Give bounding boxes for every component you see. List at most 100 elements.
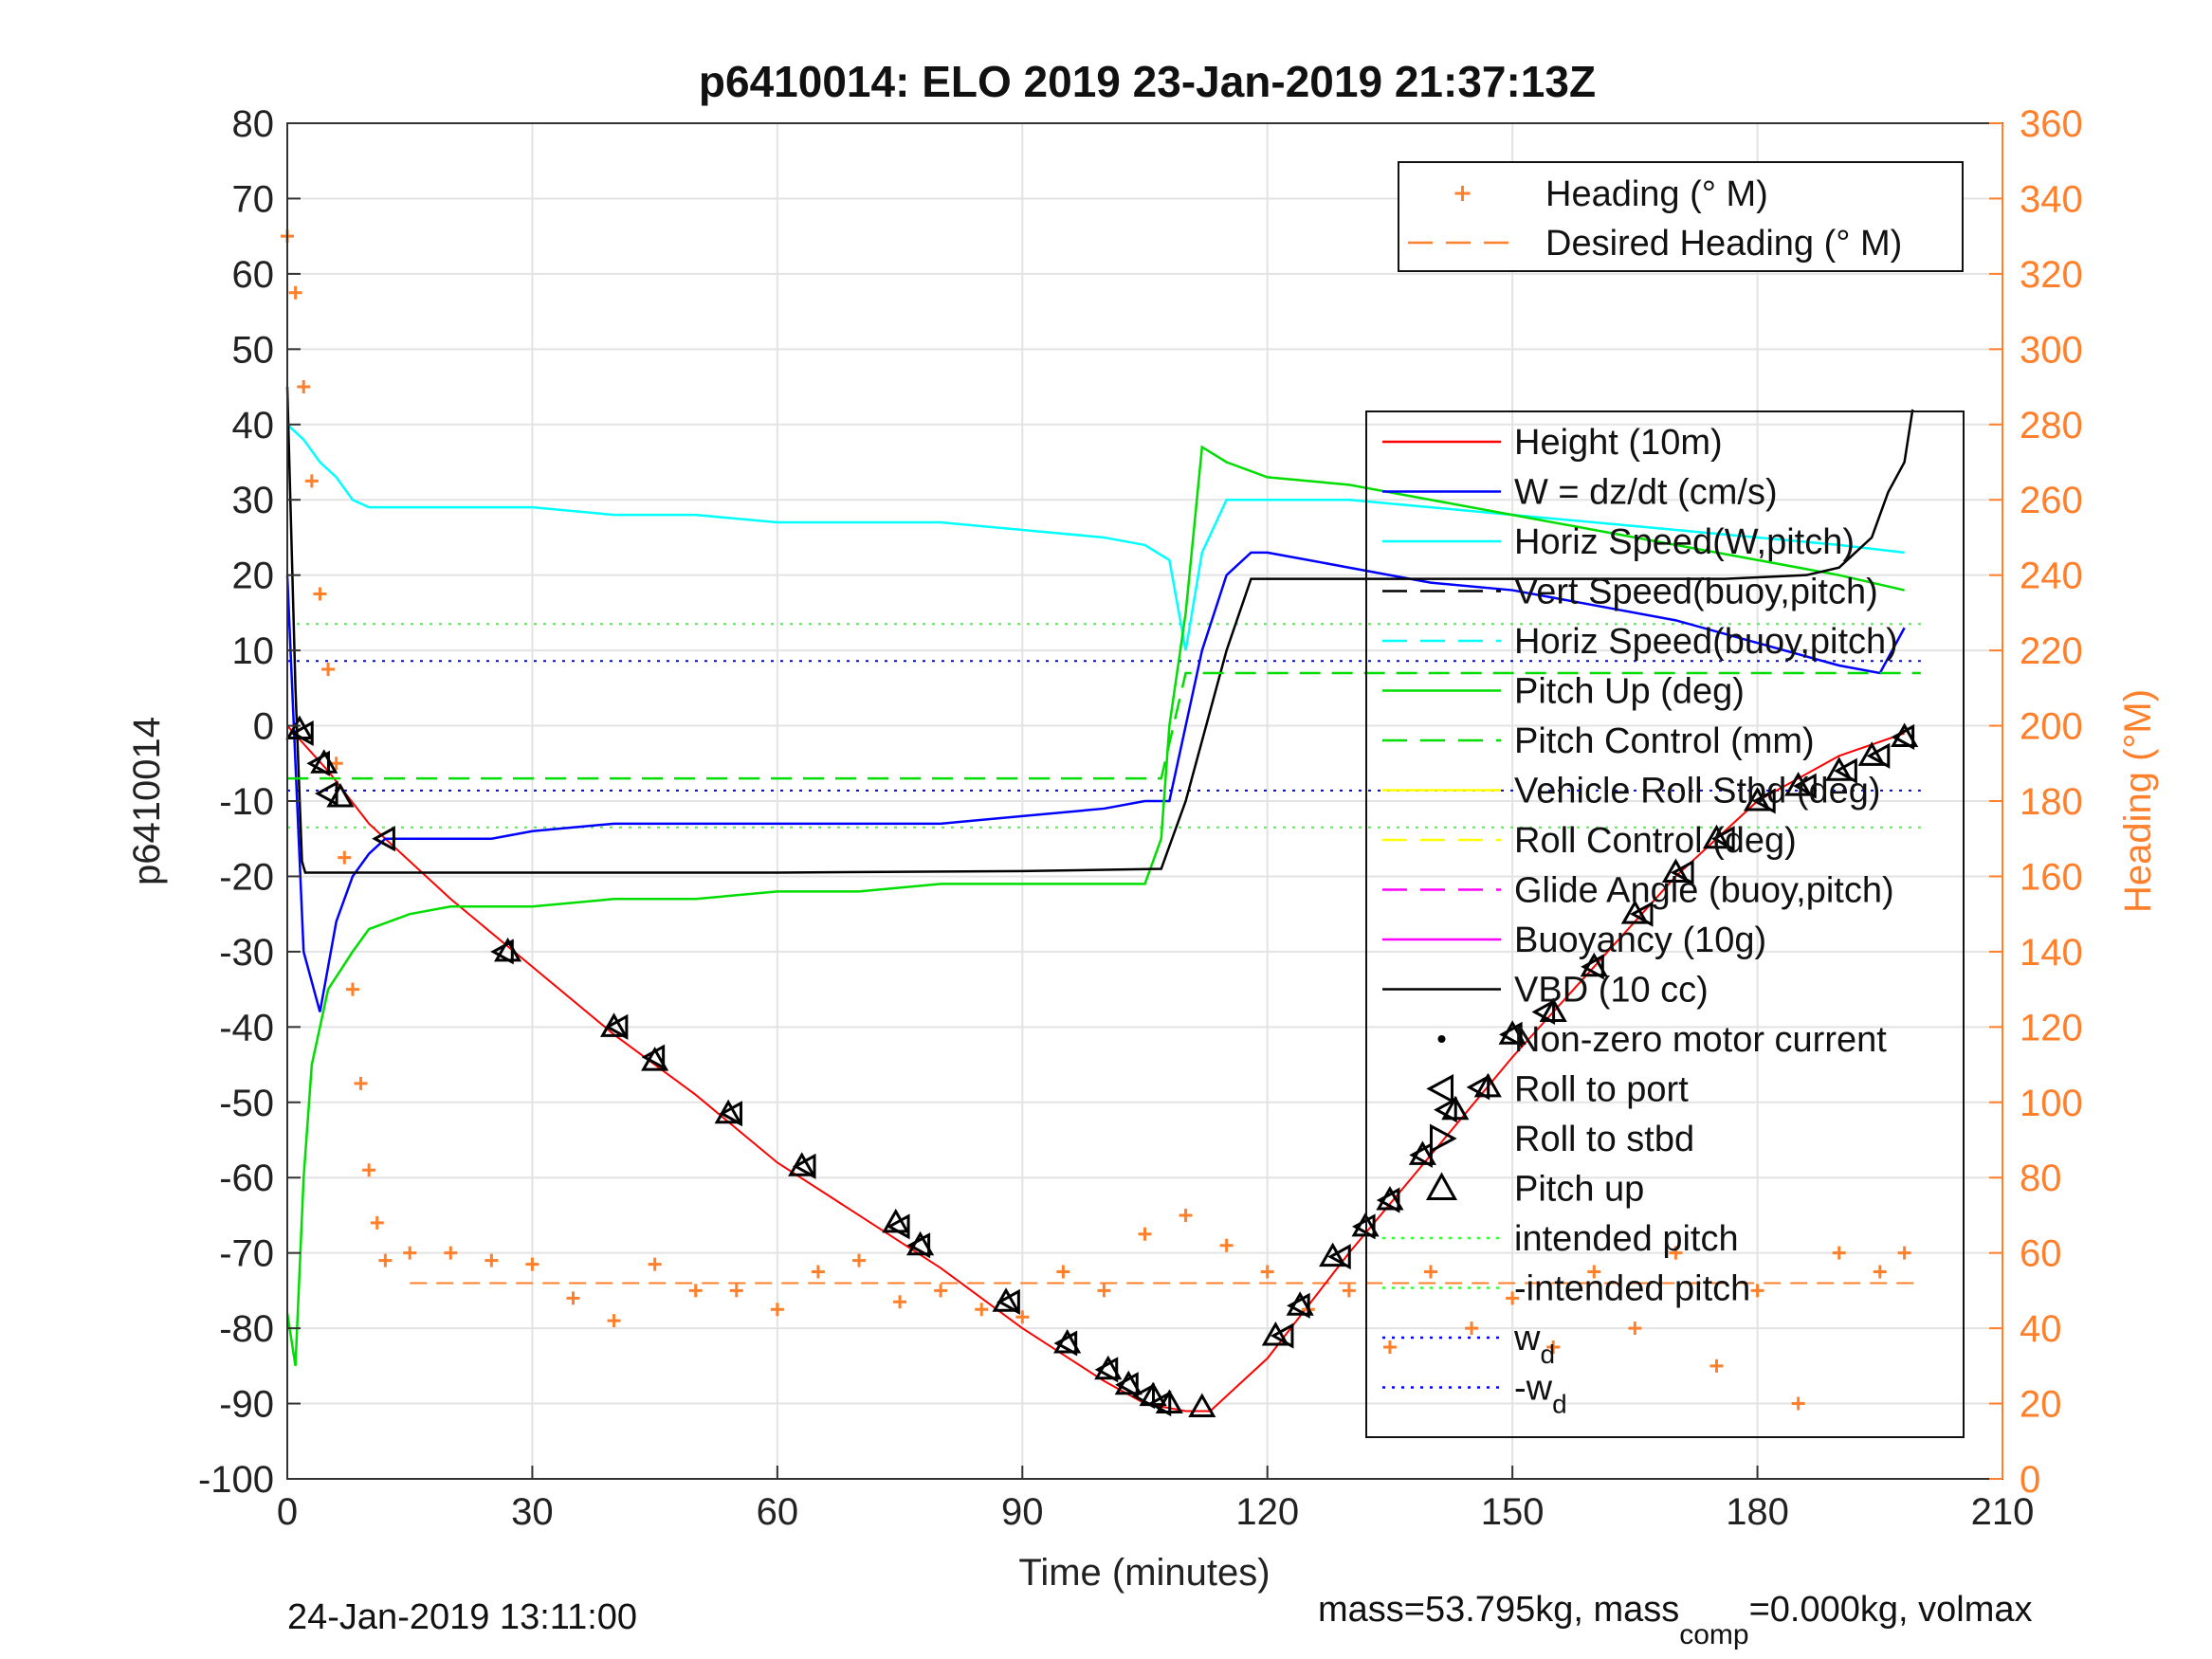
y-tick-label: -20 (219, 856, 274, 898)
heading-point (1669, 1246, 1683, 1260)
heading-point (1179, 1208, 1193, 1222)
heading-point (688, 1284, 703, 1298)
heading-point (354, 1076, 368, 1090)
pitch-up-marker (1376, 1186, 1404, 1211)
y-tick-label: 70 (232, 178, 275, 220)
roll-port-marker (1866, 742, 1891, 769)
roll-port-marker (1710, 826, 1735, 852)
roll-port-marker (1115, 1372, 1139, 1398)
heading-point (1260, 1265, 1274, 1279)
legend-label: Roll to port (1514, 1070, 1689, 1110)
pitch-up-marker (1286, 1291, 1314, 1316)
heading-point (1506, 1291, 1520, 1305)
series-line (285, 551, 1906, 1012)
pitch-up-marker (788, 1152, 816, 1176)
pitch-up-marker (1441, 1095, 1470, 1121)
pitch-up-marker (1498, 1020, 1526, 1045)
legend-label: Buoyancy (10g) (1514, 921, 1766, 960)
legend-label: Glide Angle (buoy,pitch) (1514, 871, 1894, 911)
x-tick-label: 60 (757, 1491, 799, 1533)
y-tick-label: 10 (232, 630, 275, 672)
legend-swatch (1454, 186, 1471, 201)
y2-tick-label: 300 (2020, 329, 2083, 371)
legend-swatch (1426, 1073, 1453, 1104)
legend-label: Roll Control (deg) (1514, 821, 1797, 861)
y2-tick-label: 120 (2020, 1007, 2083, 1048)
heading-point (370, 1215, 384, 1230)
pitch-up-marker (1784, 772, 1813, 796)
y-tick-label: -70 (219, 1233, 274, 1275)
legend-label: Desired Heading (° M) (1545, 224, 1902, 264)
heading-point (811, 1265, 825, 1279)
series-line (285, 387, 1914, 874)
y2-tick-label: 320 (2020, 254, 2083, 296)
pitch-up-marker (326, 783, 355, 808)
roll-port-marker (1499, 1021, 1523, 1048)
roll-port-marker (1581, 954, 1604, 980)
heading-point (1342, 1284, 1356, 1298)
pitch-up-marker (714, 1099, 742, 1124)
pitch-up-marker (1661, 858, 1691, 883)
legend-label: -intended pitch (1514, 1269, 1750, 1309)
pitch-up-marker (1891, 722, 1919, 747)
footer-mass: mass=53.795kg, masscomp=0.000kg, volmax (1318, 1590, 2033, 1650)
y-tick-label: -50 (219, 1083, 274, 1124)
y-axis-title: p6410014 (126, 717, 168, 885)
pitch-up-marker (599, 1012, 629, 1037)
heading-point (338, 850, 352, 865)
heading-point (1832, 1246, 1846, 1260)
y-tick-label: -30 (219, 932, 274, 974)
heading-point (378, 1253, 393, 1267)
legend-swatch (1430, 1123, 1457, 1154)
heading-point (648, 1257, 662, 1271)
pitch-up-marker (1094, 1355, 1123, 1380)
x-tick-label: 120 (1235, 1491, 1299, 1533)
heading-point (1709, 1358, 1724, 1373)
heading-point (1219, 1238, 1234, 1252)
y2-tick-label: 140 (2020, 932, 2083, 974)
heading-point (852, 1253, 866, 1267)
marker-group (285, 715, 1919, 1418)
heading-point (1546, 1340, 1561, 1354)
roll-port-marker (906, 1232, 931, 1259)
y-tick-label: -60 (219, 1158, 274, 1199)
heading-point (975, 1303, 989, 1317)
legend-label: Horiz Speed(W,pitch) (1514, 522, 1855, 562)
y2-tick-label: 160 (2020, 856, 2083, 898)
legend-label: W = dz/dt (cm/s) (1514, 473, 1778, 513)
legend-label: Pitch up (1514, 1170, 1644, 1210)
heading-point (1015, 1310, 1030, 1324)
heading-point (1628, 1322, 1642, 1336)
roll-port-marker (1351, 1213, 1376, 1240)
legend-label: wd (1513, 1319, 1555, 1369)
legend-label: Non-zero motor current (1514, 1020, 1887, 1060)
pitch-up-marker (1539, 997, 1567, 1022)
roll-port-marker (1327, 1244, 1351, 1270)
legend-label: intended pitch (1514, 1219, 1739, 1259)
heading-point (770, 1303, 784, 1317)
y-tick-label: -40 (219, 1007, 274, 1048)
roll-port-marker (1287, 1292, 1310, 1319)
heading-point (1465, 1322, 1479, 1336)
heading-point (1750, 1284, 1764, 1298)
legend-box (1365, 410, 1965, 1438)
y-tick-label: 60 (232, 254, 275, 296)
pitch-up-marker (285, 715, 314, 740)
heading-point (297, 380, 311, 394)
heading-point (288, 285, 302, 300)
heading-point (893, 1295, 907, 1309)
legend-label: VBD (10 cc) (1514, 971, 1709, 1011)
y2-axis-title: Heading (°M) (2117, 689, 2159, 913)
legend-swatch (1425, 1172, 1458, 1200)
heading-point (607, 1314, 621, 1328)
y-tick-label: 50 (232, 329, 275, 371)
x-axis-title: Time (minutes) (1018, 1552, 1270, 1594)
heading-point (313, 587, 327, 601)
y2-tick-label: 340 (2020, 178, 2083, 220)
pitch-up-marker (1408, 1140, 1436, 1165)
legend-label: Heading (° M) (1545, 174, 1768, 214)
roll-port-marker (1670, 859, 1694, 886)
legend-main: Height (10m) W = dz/dt (cm/s) Horiz Speed(… (1365, 410, 1965, 1438)
y-tick-label: 30 (232, 480, 275, 521)
